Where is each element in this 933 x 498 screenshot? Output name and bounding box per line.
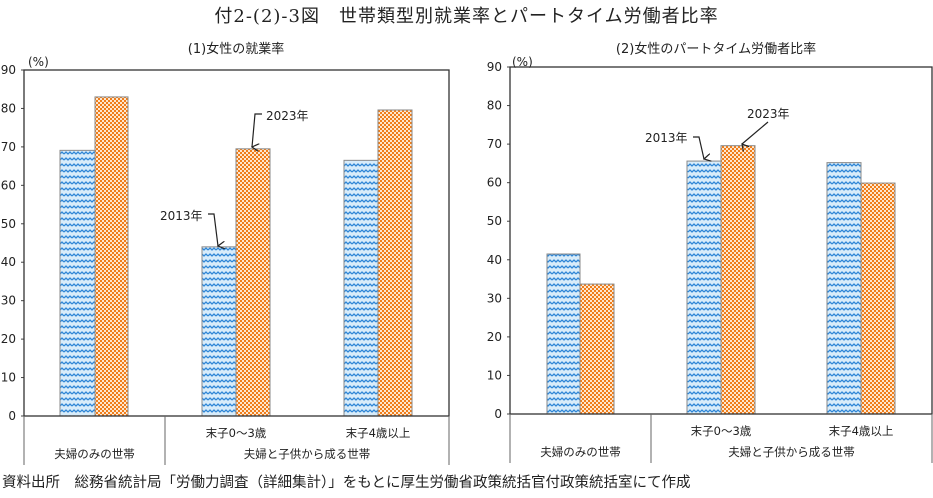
y-tick-label: 90 [487, 60, 502, 74]
bar-2023 [579, 283, 615, 415]
annotation-label: 2013年 [645, 131, 688, 145]
bar-2013 [201, 246, 237, 417]
y-axis-unit: (%) [512, 55, 533, 69]
y-tick-label: 70 [1, 140, 16, 154]
charts-canvas: (1)女性の就業率 (%) 0 10 20 30 40 50 60 70 80 90 末子0～3歳 末… [1, 41, 933, 465]
bar-2023 [235, 148, 271, 417]
y-tick-label: 60 [1, 178, 16, 192]
y-tick-label: 10 [487, 368, 502, 382]
y-tick-label: 10 [1, 371, 16, 385]
bar-2013 [546, 253, 581, 415]
y-tick-label: 50 [1, 217, 16, 231]
y-tick-label: 30 [487, 291, 502, 305]
bar-2013 [686, 160, 722, 415]
x-category-label: 末子0～3歳 [206, 426, 267, 440]
y-tick-label: 80 [1, 101, 16, 115]
bar-2023 [860, 182, 896, 415]
y-tick-label: 60 [487, 176, 502, 190]
bar-2023 [720, 145, 756, 415]
x-group-label: 夫婦と子供から成る世帯 [728, 445, 855, 459]
y-tick-label: 0 [8, 409, 16, 423]
y-tick-label: 90 [1, 63, 16, 77]
chart-part-time-ratio: (2)女性のパートタイム労働者比率 (%) 0 10 20 30 40 50 60 70 80 9… [487, 41, 933, 463]
chart-title: (1)女性の就業率 [188, 41, 284, 57]
y-axis-unit: (%) [28, 55, 49, 69]
source-note: 資料出所 総務省統計局「労働力調査（詳細集計）」をもとに厚生労働省政策統括官付政… [2, 475, 691, 491]
annotation-label: 2023年 [747, 107, 790, 121]
annotation-arrow [208, 213, 218, 246]
bar-2013 [343, 159, 379, 417]
y-tick-label: 30 [1, 294, 16, 308]
bar-2023 [377, 109, 413, 417]
annotation-label: 2013年 [160, 209, 203, 223]
x-category-label: 末子0～3歳 [691, 424, 752, 438]
plot-frame [23, 69, 450, 417]
x-group-label: 夫婦のみの世帯 [54, 447, 135, 461]
figure-title: 付2-(2)-3図 世帯類型別就業率とパートタイム労働者比率 [214, 6, 719, 27]
plot-frame [509, 66, 933, 415]
chart-title: (2)女性のパートタイム労働者比率 [616, 41, 816, 57]
x-group-label: 夫婦のみの世帯 [540, 445, 621, 459]
bar-2013 [826, 162, 862, 415]
chart-employment-rate: (1)女性の就業率 (%) 0 10 20 30 40 50 60 70 80 90 末子0～3歳 末… [1, 41, 450, 465]
y-tick-label: 70 [487, 137, 502, 151]
y-tick-label: 50 [487, 214, 502, 228]
x-group-label: 夫婦と子供から成る世帯 [244, 447, 371, 461]
x-category-label: 末子4歳以上 [346, 426, 411, 440]
y-tick-label: 40 [1, 255, 16, 269]
annotation-arrow [252, 113, 262, 147]
y-tick-label: 0 [494, 407, 502, 421]
annotation-label: 2023年 [266, 109, 309, 123]
x-category-label: 末子4歳以上 [829, 424, 894, 438]
y-tick-label: 80 [487, 99, 502, 113]
annotation-arrow [742, 121, 769, 144]
bar-2023 [94, 96, 129, 417]
y-tick-label: 20 [1, 332, 16, 346]
y-tick-label: 40 [487, 253, 502, 267]
annotation-arrow [693, 136, 704, 159]
bar-2013 [59, 149, 96, 417]
y-tick-label: 20 [487, 330, 502, 344]
